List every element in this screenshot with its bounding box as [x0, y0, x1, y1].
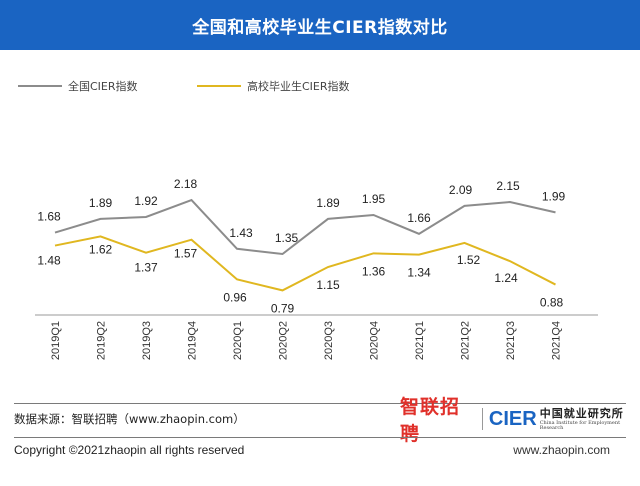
data-label: 0.96 [223, 290, 247, 304]
data-label: 1.35 [275, 231, 299, 245]
x-tick-label: 2021Q1 [414, 321, 426, 360]
data-label: 2.18 [174, 177, 198, 191]
title-bar: 全国和高校毕业生CIER指数对比 [0, 0, 640, 50]
footer-divider-bottom [14, 437, 626, 438]
data-label: 1.24 [494, 271, 518, 285]
data-label: 0.88 [540, 296, 564, 310]
data-label: 1.36 [362, 264, 386, 278]
data-label: 2.09 [449, 183, 473, 197]
data-source: 数据来源：智联招聘（www.zhaopin.com） [14, 412, 245, 426]
data-label: 1.99 [542, 189, 566, 203]
data-label: 1.89 [316, 196, 340, 210]
data-label: 1.15 [316, 278, 340, 292]
data-label: 0.79 [271, 301, 295, 315]
data-label: 2.15 [496, 179, 520, 193]
x-tick-label: 2019Q3 [141, 321, 153, 360]
data-label: 1.52 [457, 253, 481, 267]
x-tick-label: 2020Q2 [278, 321, 290, 360]
data-label: 1.43 [229, 226, 253, 240]
series-line-2 [54, 235, 556, 292]
line-chart: 全国CIER指数 高校毕业生CIER指数 2019Q1 2019Q2 2019Q3 201… [18, 79, 598, 360]
site-url[interactable]: www.zhaopin.com [513, 443, 610, 457]
x-tick-label: 2021Q2 [460, 321, 472, 360]
cier-logo-en: China Institute for Employment Research [539, 419, 621, 431]
cier-logo: CIER [488, 407, 537, 430]
data-label: 1.92 [134, 194, 158, 208]
cier-logo-subtitle: 中国就业研究所 China Institute for Employment R… [540, 408, 640, 431]
footer-divider-top [14, 403, 626, 404]
x-tick-label: 2020Q3 [323, 321, 335, 360]
zhaopin-logo: 智联招聘 [400, 392, 476, 446]
legend-label-2: 高校毕业生CIER指数 [247, 79, 350, 93]
x-tick-label: 2019Q1 [50, 321, 62, 360]
x-tick-label: 2020Q4 [369, 321, 381, 360]
x-tick-label: 2019Q2 [96, 321, 108, 360]
data-label: 1.48 [37, 254, 61, 268]
data-label: 1.89 [89, 196, 113, 210]
logo-separator [481, 408, 483, 430]
legend-label-1: 全国CIER指数 [68, 79, 138, 93]
data-label: 1.68 [37, 210, 61, 224]
copyright: Copyright ©2021zhaopin all rights reserv… [14, 443, 245, 457]
zhaopin-logo-text: 智联招聘 [400, 396, 461, 445]
data-label: 1.57 [174, 247, 198, 261]
series-line-1 [54, 198, 556, 256]
chart-title: 全国和高校毕业生CIER指数对比 [192, 17, 448, 38]
x-tick-label: 2021Q4 [551, 321, 563, 360]
cier-logo-zh: 中国就业研究所 [539, 406, 624, 420]
data-label: 1.37 [134, 261, 158, 275]
data-label: 1.62 [89, 242, 113, 256]
data-label: 1.34 [407, 266, 431, 280]
x-tick-label: 2019Q4 [187, 321, 199, 360]
x-tick-label: 2020Q1 [232, 321, 244, 360]
x-tick-label: 2021Q3 [505, 321, 517, 360]
data-label: 1.95 [362, 192, 386, 206]
data-label: 1.66 [407, 211, 431, 225]
brand-logos: 智联招聘 CIER 中国就业研究所 China Institute for Em… [400, 396, 640, 445]
